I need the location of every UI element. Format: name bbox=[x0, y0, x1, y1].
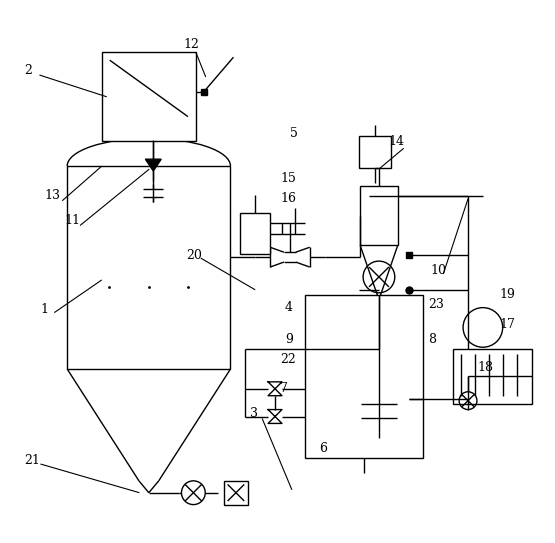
Text: 22: 22 bbox=[280, 352, 296, 365]
Text: 20: 20 bbox=[186, 249, 202, 262]
Bar bbox=[453, 349, 532, 403]
Text: 14: 14 bbox=[389, 135, 405, 148]
Bar bbox=[359, 136, 391, 168]
Text: 17: 17 bbox=[500, 318, 516, 331]
Polygon shape bbox=[145, 159, 161, 171]
Text: 7: 7 bbox=[280, 382, 288, 395]
Text: 19: 19 bbox=[500, 288, 516, 301]
Text: 2: 2 bbox=[24, 64, 33, 77]
Text: 15: 15 bbox=[280, 173, 296, 186]
Text: 5: 5 bbox=[290, 127, 297, 140]
Text: 3: 3 bbox=[250, 407, 258, 420]
Bar bbox=[305, 295, 423, 458]
Bar bbox=[67, 166, 230, 369]
Text: 9: 9 bbox=[285, 333, 293, 346]
Text: 6: 6 bbox=[320, 441, 327, 454]
Bar bbox=[360, 186, 398, 245]
Bar bbox=[102, 52, 196, 141]
Bar bbox=[240, 213, 270, 254]
Text: 21: 21 bbox=[24, 453, 41, 466]
Bar bbox=[224, 481, 248, 504]
Text: 12: 12 bbox=[183, 38, 199, 51]
Text: 18: 18 bbox=[478, 361, 494, 374]
Text: 10: 10 bbox=[431, 263, 446, 276]
Text: 1: 1 bbox=[41, 303, 48, 316]
Text: 11: 11 bbox=[64, 214, 80, 227]
Text: 4: 4 bbox=[285, 301, 293, 314]
Text: 13: 13 bbox=[44, 190, 60, 203]
Text: 23: 23 bbox=[428, 298, 445, 311]
Text: 8: 8 bbox=[428, 333, 436, 346]
Text: 16: 16 bbox=[280, 192, 296, 205]
